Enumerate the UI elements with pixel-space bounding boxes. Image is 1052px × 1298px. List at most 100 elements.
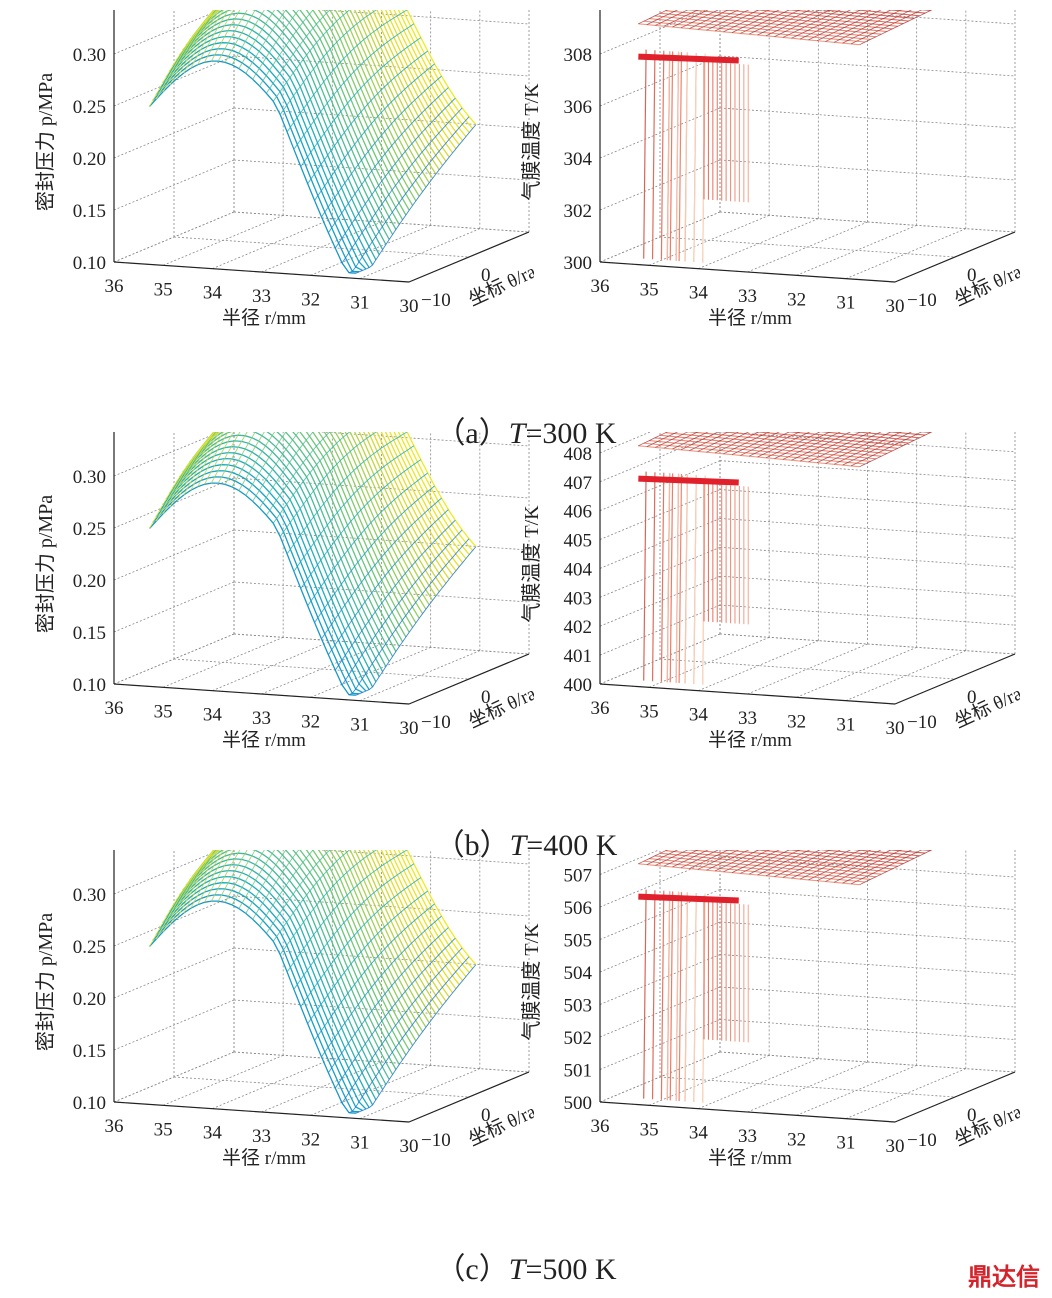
surface-line [799,850,862,880]
surface-line [791,10,851,39]
caption-a: （a）T=300 K [0,408,1052,452]
z-tick-label: 400 [564,675,593,696]
surface-line [279,10,377,115]
z-tick-label: 302 [564,201,593,222]
surface-line [155,10,216,100]
surface-line [175,434,384,672]
x-tick-label: 36 [591,276,610,297]
surface-line [714,432,760,454]
surface-line [678,473,683,684]
surface-line [651,890,656,1100]
surface-line [799,432,862,462]
x-tick-label: 30 [886,1136,905,1157]
caption-b-var: T [509,829,527,862]
surface-line [693,474,697,685]
x-tick-label: 30 [400,718,419,739]
surface-line [669,51,674,261]
surface-line [765,850,821,877]
surface-line [217,850,248,902]
surface-line [714,850,760,872]
surface-line [675,473,680,683]
surface-line [859,10,933,46]
surface-line [684,474,688,684]
x-tick-label: 32 [301,711,320,732]
surface-line [818,10,915,19]
surface-line [355,546,477,696]
x-tick-label: 36 [105,698,124,719]
surface-line [406,850,477,966]
x-tick-label: 35 [154,279,173,300]
x-tick-label: 33 [738,1126,757,1147]
surface-line [300,37,422,167]
surface-line [638,23,860,46]
z-tick-label: 500 [564,1093,593,1114]
z-tick-label: 503 [564,996,593,1017]
x-tick-label: 35 [640,1119,659,1140]
surface-line [791,432,851,461]
z-axis-label: 气膜温度 T/K [520,505,543,623]
temperature-surface [638,432,933,685]
surface-line [748,432,801,457]
surface-line [731,432,780,455]
surface-line [238,850,276,909]
surface-line [348,116,470,274]
surface-line [782,10,841,38]
x-tick-label: 34 [203,705,223,726]
surface-line [190,432,224,491]
surface-line [176,850,218,919]
surface-line [183,850,221,914]
surface-line [646,850,679,865]
surface-line [149,850,220,947]
x-tick-label: 32 [301,289,320,310]
surface-line [210,850,241,902]
surface-line [341,947,463,1104]
x-tick-label: 33 [252,286,271,307]
surface-line [210,432,241,484]
surface-line [328,87,449,234]
surface-line [266,10,331,94]
surface-line [740,850,791,874]
surface-line [155,432,216,522]
surface-line [655,850,689,866]
surface-line [272,850,351,942]
surface-line [245,432,287,496]
caption-a-var: T [508,417,526,450]
surface-line [697,850,740,870]
surface-line [660,472,665,682]
surface-line [334,519,456,671]
surface-line [245,10,287,74]
surface-line [669,473,674,683]
caption-c-value: =500 K [525,1253,617,1286]
x-axis-label: 半径 r/mm [222,1147,306,1169]
surface-line [646,432,679,447]
y-axis-label: 坐标 θ/rad [951,1096,1020,1151]
surface-line [666,51,671,261]
z-tick-label: 0.35 [73,10,106,14]
pressure-surface [148,10,477,274]
z-tick-label: 0.20 [73,989,106,1010]
chart-a-temperature: 30030230430630831036353433323130−10010半径… [520,10,1020,329]
z-axis-label: 气膜温度 T/K [520,923,543,1041]
z-tick-label: 0.15 [73,201,106,222]
surface-line [660,890,665,1100]
z-tick-label: 0.15 [73,623,106,644]
surface-line [675,891,680,1101]
axes-box [599,850,1016,1123]
surface-line [740,432,791,456]
surface-line [190,10,224,69]
y-axis-label: 坐标 θ/rad [951,256,1020,311]
surface-line [731,10,780,33]
surface-line [825,432,892,464]
surface-line [238,432,276,491]
z-axis-label: 气膜温度 T/K [520,83,543,201]
surface-line [162,457,370,690]
surface-line [334,937,456,1089]
surface-line [859,850,933,886]
surface-line [643,471,647,681]
y-tick-label: 0 [967,1105,977,1126]
surface-line [175,12,384,250]
surface-line [334,97,456,249]
surface-line [169,432,216,508]
x-tick-label: 35 [154,701,173,722]
surface-line [152,476,360,695]
